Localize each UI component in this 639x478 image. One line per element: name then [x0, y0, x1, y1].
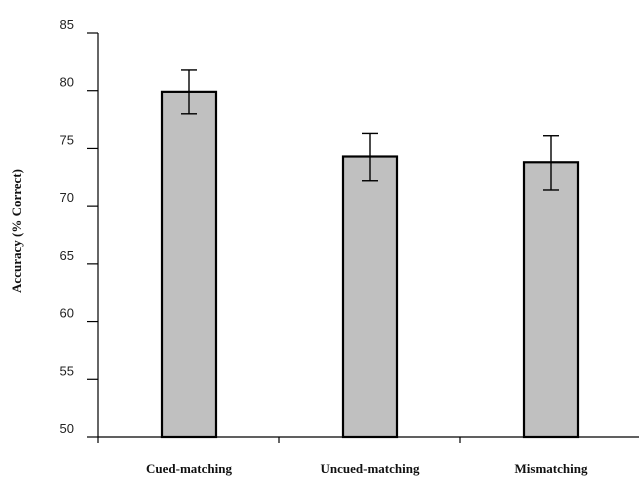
y-axis-title: Accuracy (% Correct)	[9, 169, 24, 293]
y-tick-label: 85	[60, 17, 74, 32]
x-category-label: Cued-matching	[146, 461, 232, 476]
y-tick-label: 75	[60, 132, 74, 147]
error-bars	[181, 69, 559, 191]
y-tick-label: 70	[60, 190, 74, 205]
y-tick-label: 60	[60, 306, 74, 321]
bar-cued-matching	[160, 90, 218, 439]
bars	[160, 90, 580, 439]
y-tick-label: 65	[60, 248, 74, 263]
y-tick-label: 55	[60, 363, 74, 378]
x-category-label: Mismatching	[515, 461, 588, 476]
y-tick-label: 50	[60, 421, 74, 436]
y-tick-label: 80	[60, 75, 74, 90]
x-axis: Cued-matching Uncued-matching Mismatching	[97, 436, 639, 476]
x-category-label: Uncued-matching	[321, 461, 420, 476]
bar-uncued-matching	[341, 155, 399, 439]
bar-mismatching	[522, 161, 580, 439]
y-axis: 50 55 60 65 70 75 80 85	[60, 17, 99, 438]
